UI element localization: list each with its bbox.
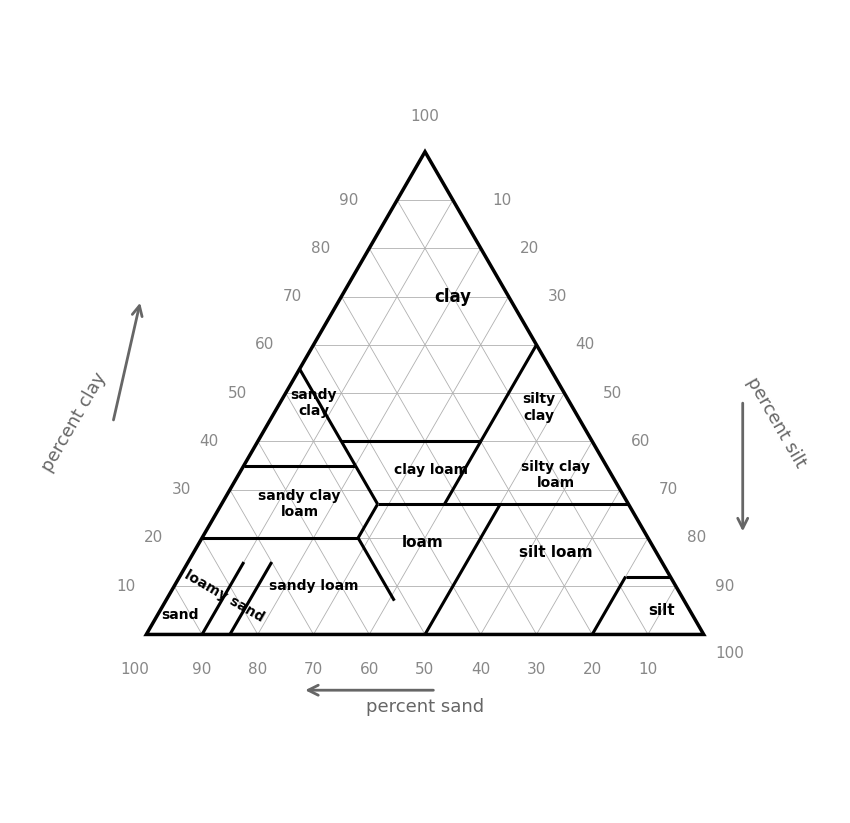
Text: 100: 100: [411, 109, 439, 124]
Text: sandy clay
loam: sandy clay loam: [258, 489, 341, 519]
Text: silty
clay: silty clay: [523, 393, 556, 423]
Text: 100: 100: [121, 663, 150, 677]
Text: 70: 70: [283, 289, 303, 304]
Text: sandy
clay: sandy clay: [290, 388, 337, 418]
Text: silty clay
loam: silty clay loam: [522, 460, 591, 491]
Text: 20: 20: [519, 241, 539, 256]
Text: loam: loam: [401, 535, 443, 551]
Text: 30: 30: [527, 663, 547, 677]
Text: 50: 50: [228, 386, 246, 401]
Text: 90: 90: [192, 663, 212, 677]
Text: 40: 40: [575, 337, 595, 352]
Text: 90: 90: [715, 579, 734, 593]
Text: 70: 70: [659, 482, 678, 497]
Text: 80: 80: [248, 663, 268, 677]
Text: 20: 20: [144, 530, 163, 546]
Text: 80: 80: [687, 530, 706, 546]
Text: sand: sand: [161, 608, 199, 622]
Text: 50: 50: [604, 386, 622, 401]
Text: silt loam: silt loam: [519, 545, 592, 560]
Text: 100: 100: [715, 645, 744, 661]
Text: 30: 30: [547, 289, 567, 304]
Text: 20: 20: [582, 663, 602, 677]
Text: sandy loam: sandy loam: [269, 579, 358, 593]
Text: 40: 40: [200, 434, 218, 449]
Text: 60: 60: [360, 663, 379, 677]
Text: 90: 90: [339, 193, 358, 207]
Text: 10: 10: [638, 663, 658, 677]
Text: 50: 50: [416, 663, 434, 677]
Text: percent clay: percent clay: [38, 370, 110, 476]
Text: 60: 60: [632, 434, 650, 449]
Text: 40: 40: [471, 663, 490, 677]
Text: 10: 10: [116, 579, 135, 593]
Text: 30: 30: [172, 482, 191, 497]
Text: loamy sand: loamy sand: [182, 567, 267, 625]
Text: clay loam: clay loam: [394, 463, 468, 477]
Text: 10: 10: [492, 193, 511, 207]
Text: percent sand: percent sand: [366, 698, 484, 716]
Text: percent silt: percent silt: [743, 374, 809, 471]
Text: clay: clay: [434, 287, 472, 305]
Text: 70: 70: [304, 663, 323, 677]
Text: 80: 80: [311, 241, 331, 256]
Text: 60: 60: [255, 337, 275, 352]
Text: silt: silt: [649, 602, 675, 618]
